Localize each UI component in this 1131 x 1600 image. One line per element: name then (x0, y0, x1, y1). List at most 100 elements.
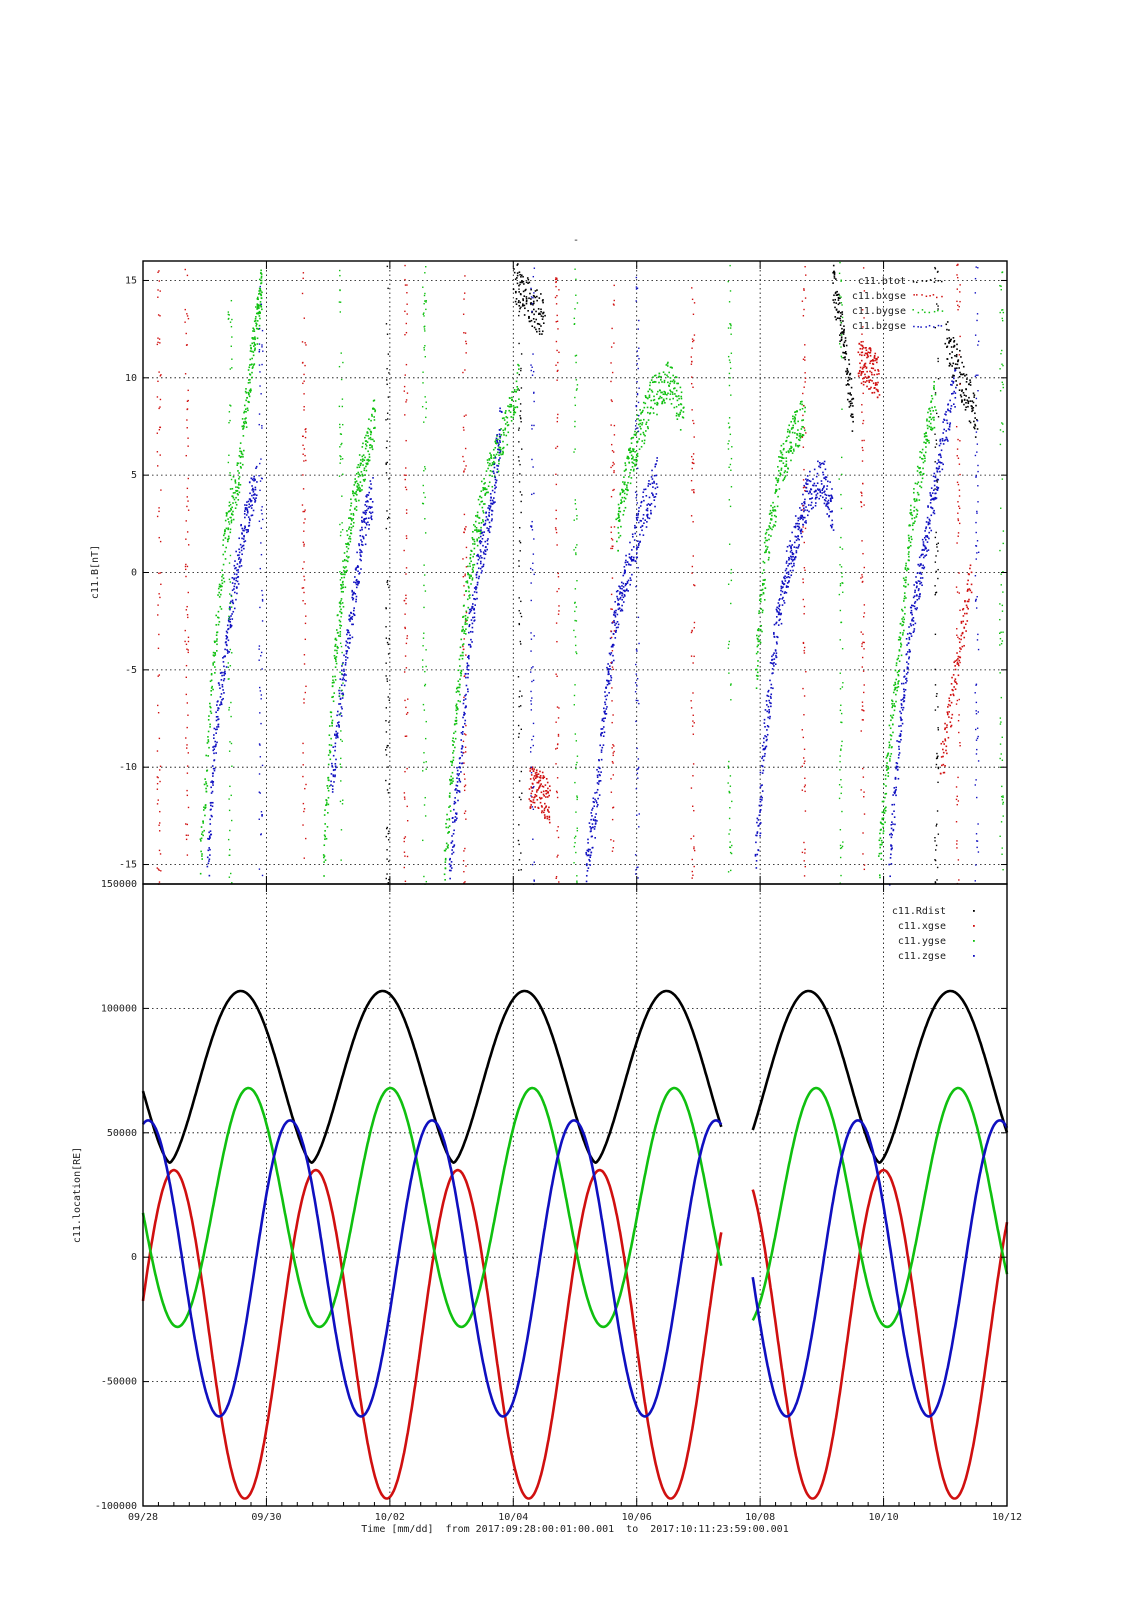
data-point (367, 450, 369, 453)
data-point (962, 392, 965, 394)
data-point (872, 382, 875, 385)
data-point (157, 465, 159, 467)
data-point (911, 613, 913, 616)
data-point (835, 309, 838, 311)
data-point (772, 663, 774, 665)
data-point (759, 811, 761, 813)
data-point (466, 668, 468, 671)
data-point (775, 489, 778, 491)
data-point (160, 374, 162, 376)
data-point (610, 645, 613, 648)
data-point (778, 488, 781, 490)
data-point (491, 485, 494, 488)
data-point (475, 586, 477, 588)
data-point (860, 382, 863, 385)
data-point (342, 605, 345, 608)
data-point (540, 293, 542, 295)
data-point (452, 737, 454, 740)
data-point (535, 771, 538, 774)
data-point (227, 528, 229, 531)
data-point (186, 313, 188, 315)
data-point (801, 502, 803, 505)
data-point (604, 717, 606, 720)
data-point (761, 611, 764, 614)
data-point (224, 655, 226, 657)
data-point (796, 525, 799, 528)
data-point (890, 827, 893, 830)
data-point (251, 350, 253, 353)
data-point (467, 655, 470, 658)
data-point (629, 451, 631, 454)
data-point (229, 488, 232, 490)
data-point (457, 799, 459, 802)
data-point (186, 427, 188, 429)
data-point (350, 519, 353, 522)
data-point (345, 650, 348, 652)
data-point (260, 279, 263, 282)
data-point (869, 379, 872, 381)
data-point (256, 296, 259, 299)
data-point (185, 332, 187, 335)
data-point (447, 844, 449, 846)
data-point (640, 520, 643, 522)
data-point (625, 554, 627, 557)
data-point (896, 658, 899, 661)
data-point (942, 748, 944, 751)
data-point (458, 779, 461, 782)
data-point (259, 480, 262, 482)
data-point (358, 544, 360, 547)
data-point (519, 301, 521, 304)
data-point (229, 741, 231, 743)
data-point (891, 700, 894, 703)
data-point (488, 481, 491, 484)
data-point (157, 604, 159, 606)
data-point (954, 363, 957, 365)
data-point (952, 674, 955, 676)
data-point (225, 666, 228, 668)
data-point (938, 465, 941, 468)
data-point (229, 785, 231, 788)
data-point (891, 706, 893, 709)
data-point (342, 693, 345, 696)
data-point (639, 526, 642, 529)
data-point (931, 406, 933, 409)
data-point (787, 581, 790, 583)
data-point (187, 500, 189, 502)
data-point (889, 727, 892, 730)
data-point (620, 525, 622, 528)
data-point (536, 789, 538, 791)
data-point (530, 319, 533, 322)
data-point (210, 673, 213, 676)
data-point (159, 810, 161, 813)
data-point (254, 347, 256, 350)
data-point (225, 643, 228, 646)
data-point (465, 705, 467, 707)
data-point (940, 742, 943, 745)
data-point (623, 470, 626, 472)
data-point (955, 386, 957, 389)
data-point (362, 511, 365, 514)
data-point (648, 394, 651, 397)
data-point (592, 819, 595, 821)
data-point (184, 373, 187, 375)
data-point (252, 327, 255, 330)
data-point (217, 718, 219, 721)
data-point (763, 541, 766, 544)
data-point (830, 526, 833, 529)
data-point (657, 376, 660, 379)
data-point (634, 526, 637, 529)
data-point (650, 379, 653, 381)
data-point (961, 389, 963, 391)
data-point (467, 654, 470, 657)
data-point (336, 632, 339, 634)
data-point (926, 550, 928, 552)
data-point (622, 589, 625, 592)
data-point (340, 378, 343, 381)
data-point (897, 685, 900, 688)
data-point (672, 374, 674, 377)
data-point (331, 721, 333, 724)
data-point (880, 858, 883, 860)
data-point (525, 288, 527, 291)
data-point (653, 482, 655, 484)
data-point (221, 699, 223, 701)
